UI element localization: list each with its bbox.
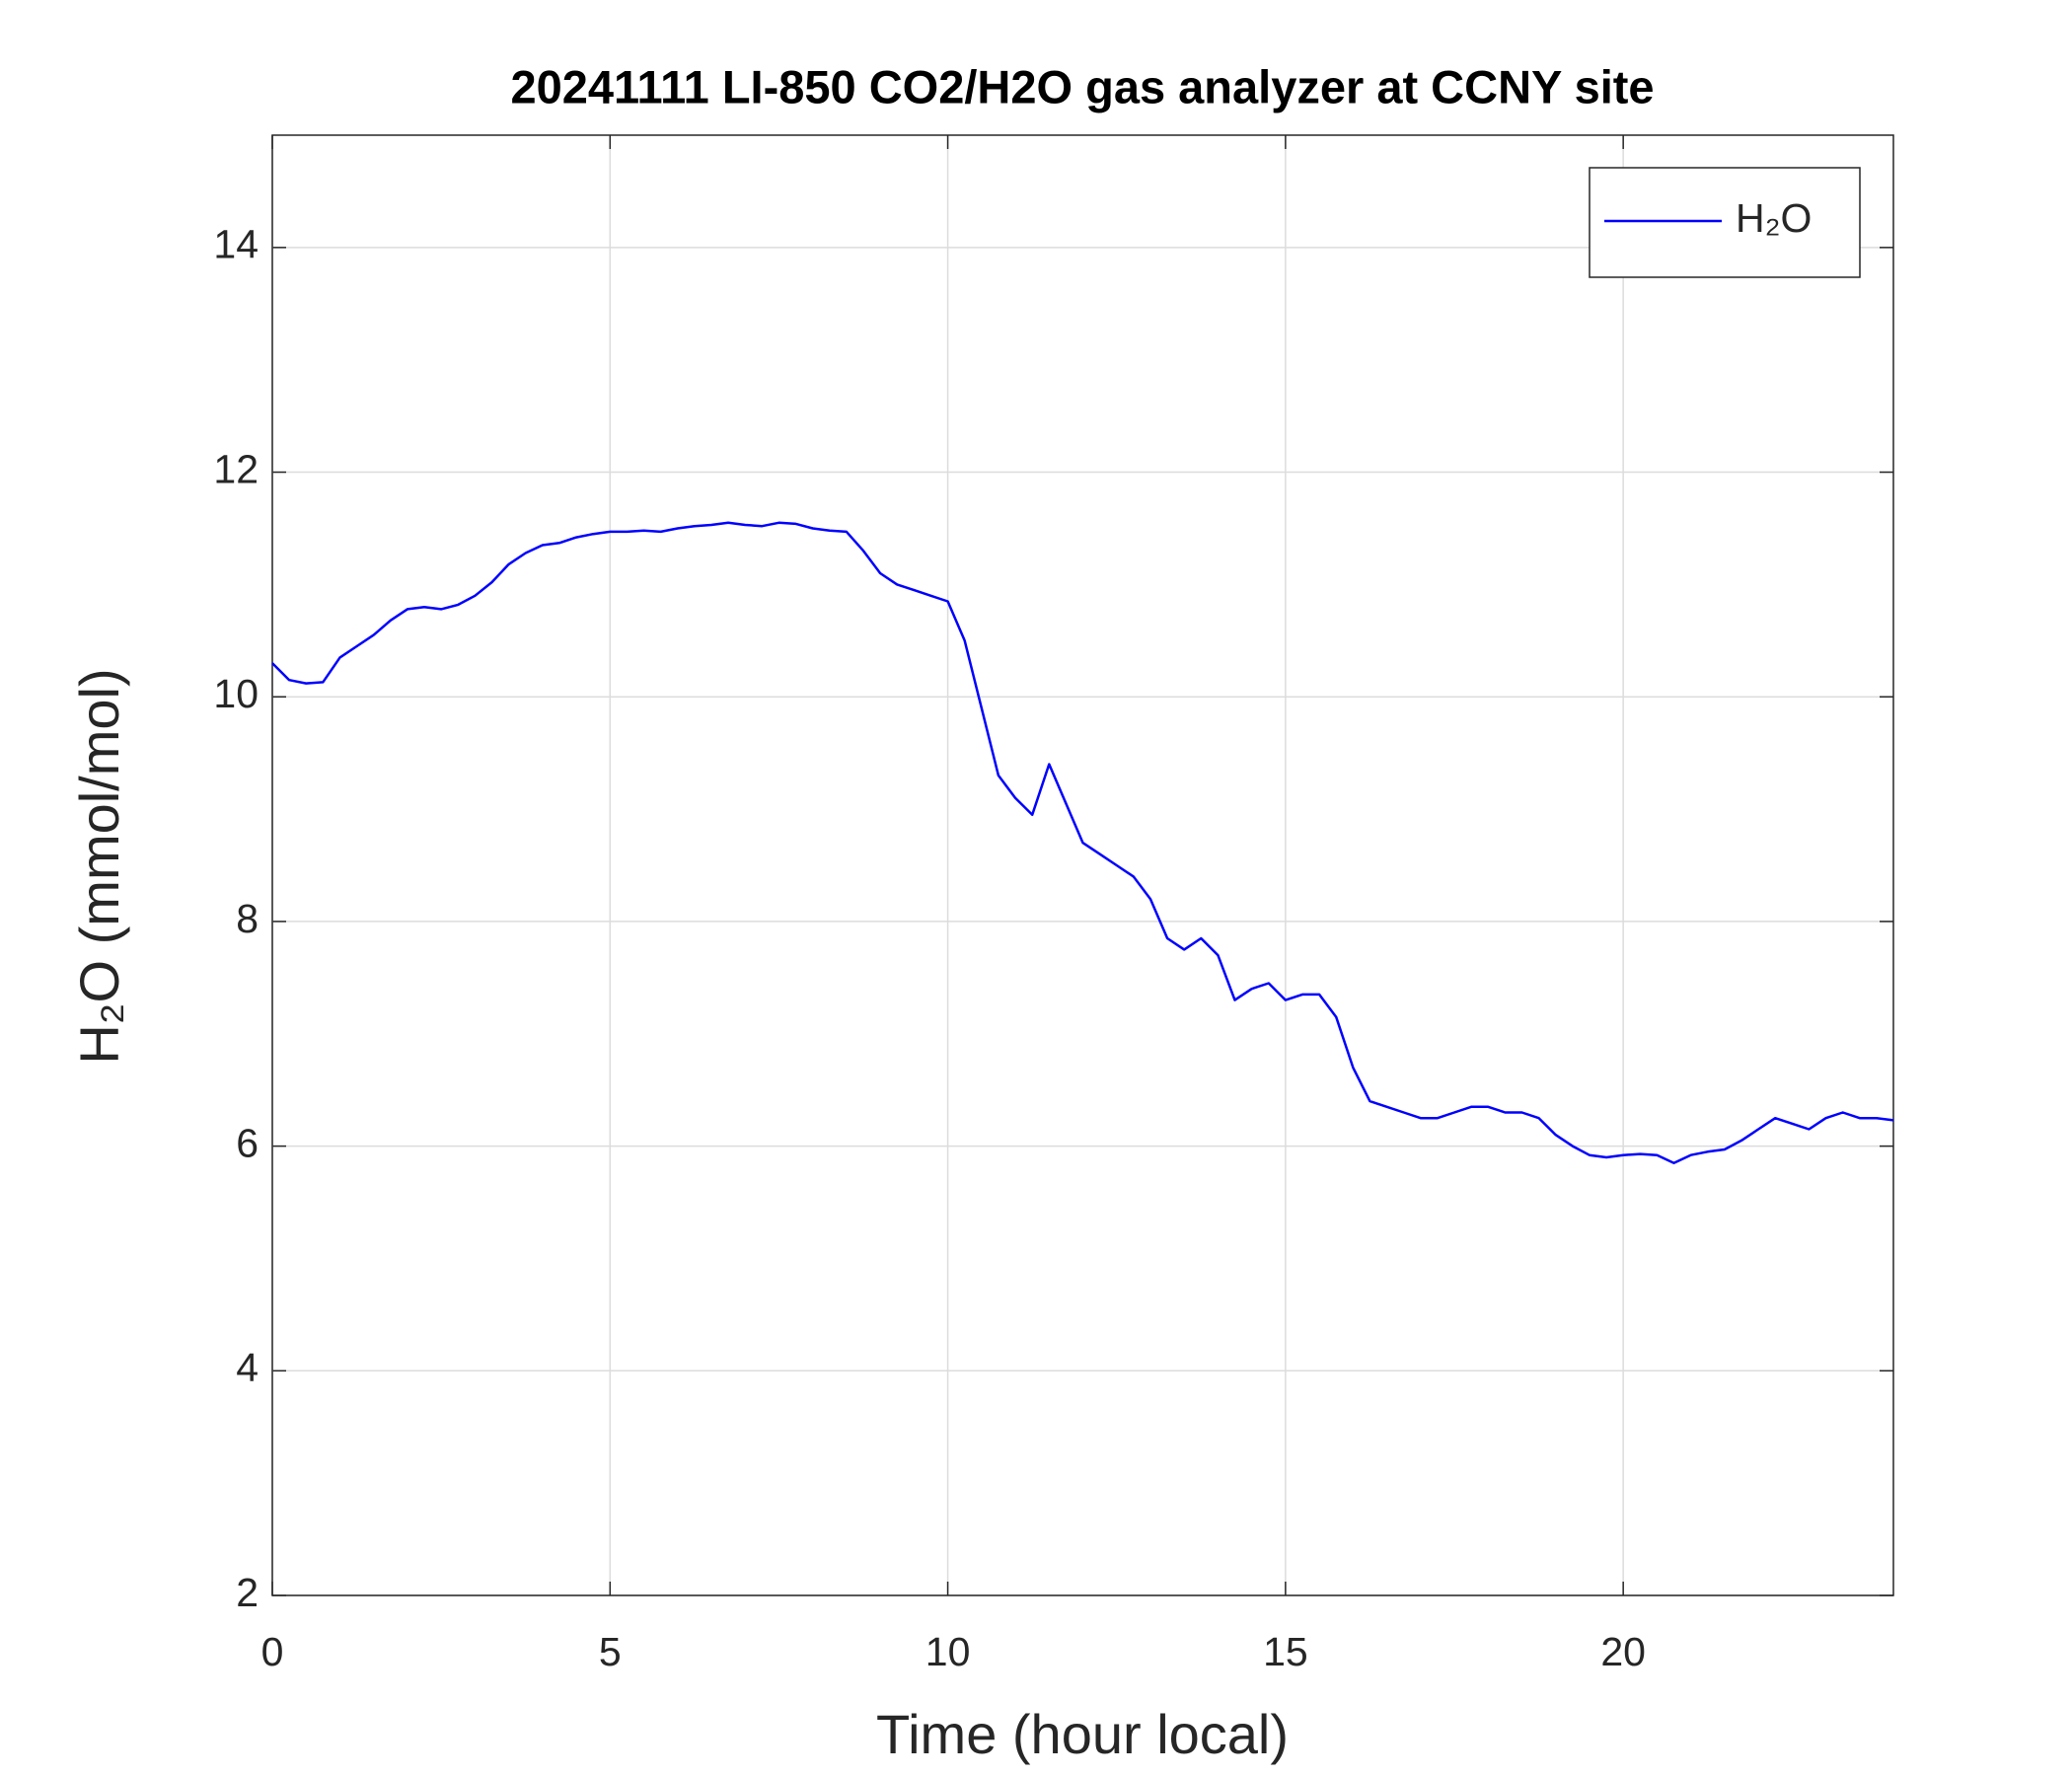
legend-box	[1589, 167, 1861, 278]
x-tick-label: 5	[599, 1629, 622, 1674]
x-tick-label: 0	[261, 1629, 284, 1674]
y-tick-label: 2	[236, 1570, 259, 1615]
chart-title: 20241111 LI-850 CO2/H2O gas analyzer at …	[510, 60, 1654, 112]
x-tick-label: 10	[925, 1629, 971, 1674]
x-tick-label: 15	[1263, 1629, 1308, 1674]
y-tick-label: 6	[236, 1120, 259, 1165]
data-line	[271, 521, 1894, 1164]
legend-label: H₂O	[1736, 195, 1812, 241]
x-axis-label: Time (hour local)	[876, 1703, 1289, 1765]
y-tick-label: 12	[213, 446, 259, 491]
y-axis-label: H₂O (mmol/mol)	[68, 668, 130, 1064]
plot-frame	[271, 134, 1894, 1596]
x-tick-label: 20	[1600, 1629, 1646, 1674]
y-tick-label: 4	[236, 1345, 259, 1390]
y-tick-label: 14	[213, 222, 259, 267]
y-tick-label: 8	[236, 896, 259, 941]
y-tick-label: 10	[213, 671, 259, 716]
